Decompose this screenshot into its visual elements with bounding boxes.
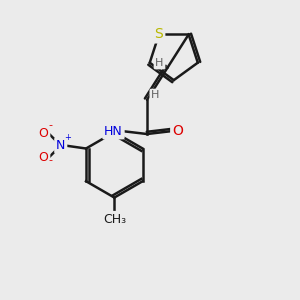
- Text: +: +: [64, 133, 70, 142]
- Text: -: -: [49, 120, 53, 130]
- Text: S: S: [154, 27, 163, 41]
- Text: H: H: [151, 90, 160, 100]
- Text: O: O: [172, 124, 183, 138]
- Text: O: O: [39, 151, 49, 164]
- Text: H: H: [155, 58, 164, 68]
- Text: N: N: [56, 139, 65, 152]
- Text: O: O: [39, 127, 49, 140]
- Text: HN: HN: [104, 124, 123, 137]
- Text: -: -: [49, 155, 53, 165]
- Text: CH₃: CH₃: [103, 213, 126, 226]
